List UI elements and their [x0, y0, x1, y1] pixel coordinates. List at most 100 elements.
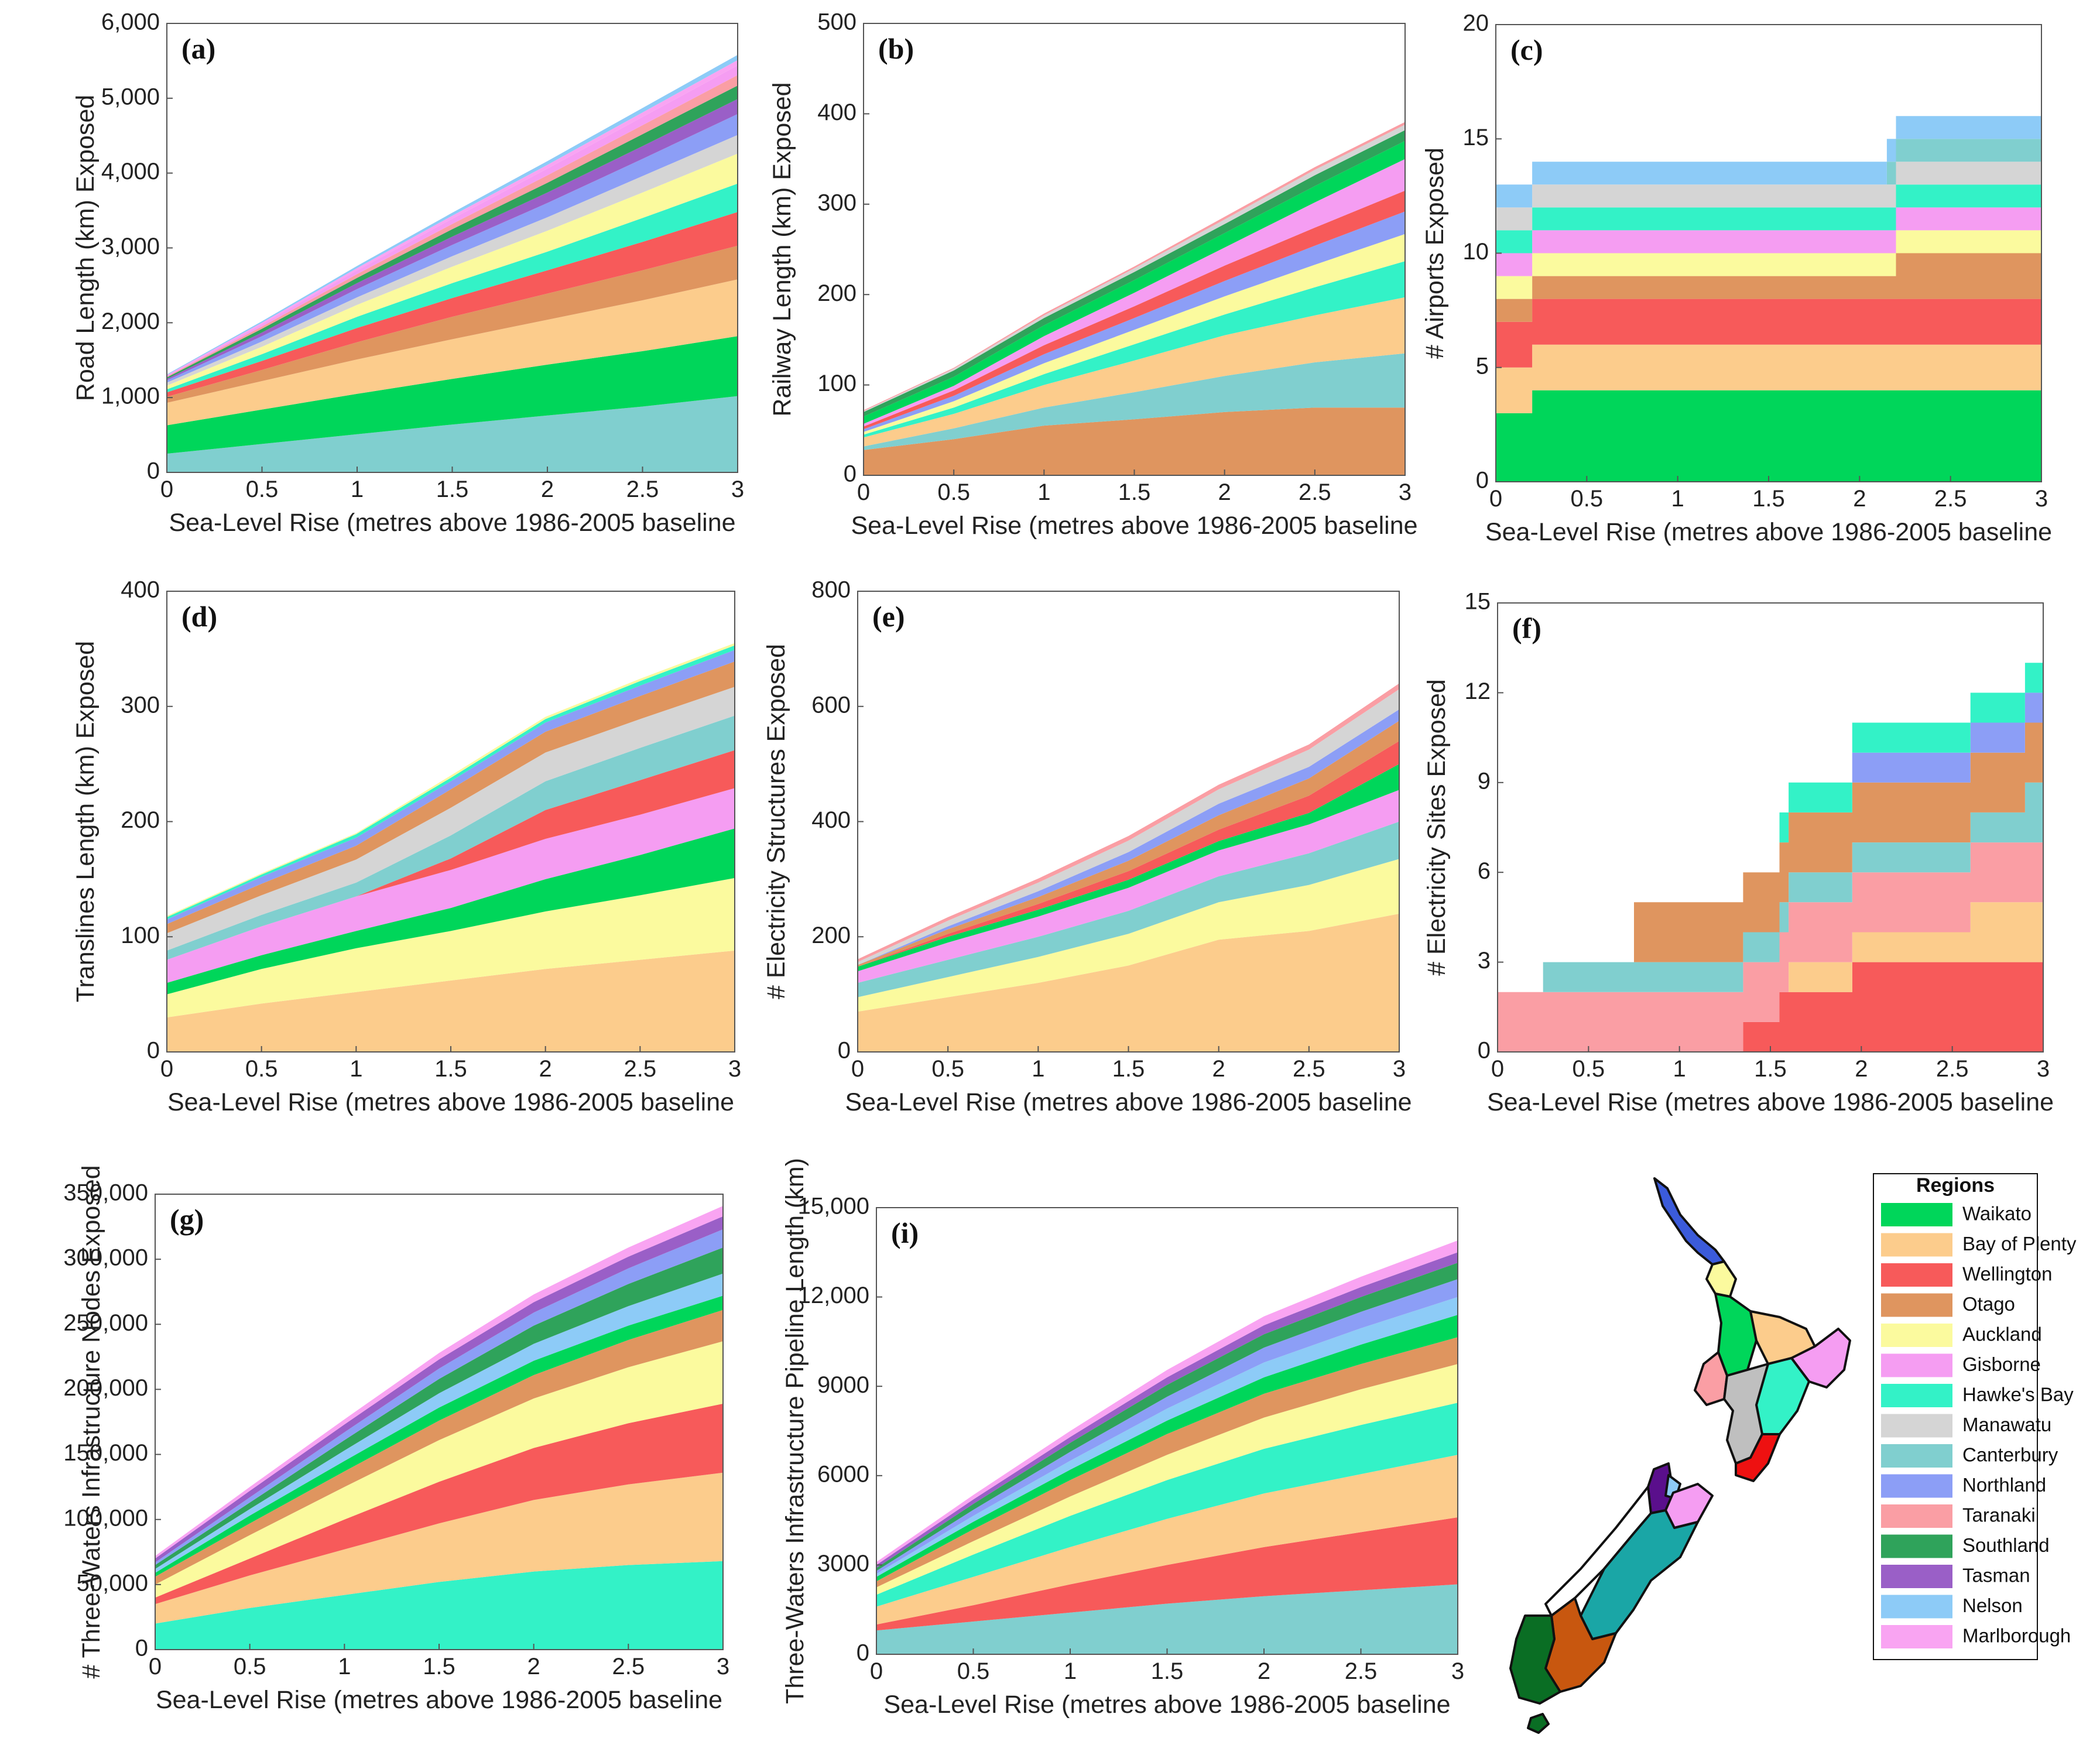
area-series-bay-of-plenty: [858, 913, 1399, 1052]
area-series-gisborne: [167, 788, 735, 983]
area-series-wellington: [1498, 962, 2043, 1052]
area-series-otago: [876, 1337, 1458, 1588]
area-series-auckland: [876, 1364, 1458, 1595]
legend-swatch: [1881, 1203, 1952, 1226]
y-tick-label: 4,000: [101, 159, 160, 184]
map-southland-region: [1509, 1614, 1561, 1705]
area-series-manawatu: [864, 124, 1405, 412]
area-series-canterbury: [1496, 139, 2041, 208]
area-series-marlborough: [167, 60, 738, 376]
area-series-tasman: [167, 99, 738, 380]
x-tick-label: 1.5: [423, 1654, 455, 1679]
y-tick-label: 10: [1463, 239, 1489, 265]
area-series-hawke-s-bay: [155, 1561, 723, 1650]
panel-label: (i): [891, 1216, 919, 1249]
x-tick-label: 2.5: [1293, 1056, 1325, 1082]
x-tick-label: 2: [1218, 479, 1231, 505]
legend-label: Southland: [1962, 1534, 2050, 1556]
area-series-canterbury: [864, 353, 1405, 450]
x-tick-label: 1.5: [1752, 486, 1785, 512]
legend-title: Regions: [1916, 1174, 1995, 1197]
chart-panel-b: 0 100 200 300 400 500 0 0.5 1 1.5 2 2.5 3 Sea-Level R…: [768, 9, 1418, 540]
area-series-otago: [1498, 722, 2043, 992]
area-series-northland: [155, 1229, 723, 1565]
x-axis-label: Sea-Level Rise (metres above 1986-2005 b…: [1485, 518, 2052, 546]
area-series-waikato: [1496, 390, 2041, 482]
y-tick-label: 0: [844, 461, 857, 487]
area-series-hawke-s-bay: [1496, 184, 2041, 253]
area-series-nelson: [876, 1297, 1458, 1577]
x-tick-label: 0.5: [1573, 1056, 1605, 1082]
panel-label: (a): [181, 32, 215, 65]
x-tick-label: 0.5: [246, 477, 279, 502]
area-series-auckland: [864, 234, 1405, 435]
x-tick-label: 3: [1393, 1056, 1406, 1082]
area-series-gisborne: [1496, 207, 2041, 276]
legend-swatch: [1881, 1565, 1952, 1588]
area-series-bay-of-plenty: [1496, 344, 2041, 413]
x-tick-label: 1.5: [1112, 1056, 1145, 1082]
legend-label: Nelson: [1962, 1595, 2023, 1616]
y-tick-label: 100: [817, 371, 857, 396]
area-series-gisborne: [858, 790, 1399, 983]
chart-panel-d: 0 100 200 300 400 0 0.5 1 1.5 2 2.5 3 Sea-Level Rise…: [71, 577, 741, 1116]
x-tick-label: 1.5: [436, 477, 469, 502]
area-series-hawke-s-bay: [1498, 663, 2043, 992]
area-series-otago: [167, 661, 735, 934]
x-tick-label: 2.5: [624, 1056, 657, 1082]
area-series-wellington: [167, 212, 738, 397]
x-axis-label: Sea-Level Rise (metres above 1986-2005 b…: [169, 509, 735, 537]
legend-swatch: [1881, 1625, 1952, 1648]
legend-swatch: [1881, 1474, 1952, 1498]
area-series-northland: [876, 1279, 1458, 1574]
y-tick-label: 3: [1478, 948, 1491, 973]
x-tick-label: 2.5: [1934, 486, 1967, 512]
area-series-bay-of-plenty: [155, 1472, 723, 1624]
legend-label: Waikato: [1962, 1203, 2032, 1225]
area-series-bay-of-plenty: [1498, 902, 2043, 1052]
legend-swatch: [1881, 1595, 1952, 1619]
legend-label: Tasman: [1962, 1565, 2030, 1586]
panel-label: (e): [872, 600, 905, 633]
chart-panel-i: 0 3000 6000 9000 12,000 15,000 0 0.5 1 1.5 2 2.5 3Se…: [781, 1158, 1464, 1719]
x-tick-label: 1: [338, 1654, 351, 1679]
legend-swatch: [1881, 1504, 1952, 1528]
area-series-canterbury: [167, 715, 735, 960]
area-series-canterbury: [167, 396, 738, 472]
y-tick-label: 100,000: [63, 1505, 148, 1531]
y-tick-label: 2,000: [101, 308, 160, 334]
y-axis-label: # Electricity Structures Exposed: [762, 644, 790, 999]
legend-swatch: [1881, 1444, 1952, 1468]
area-series-auckland: [1496, 230, 2041, 299]
area-series-wellington: [167, 750, 735, 960]
x-tick-label: 0: [160, 477, 173, 502]
area-series-nelson: [1496, 116, 2041, 208]
area-series-nelson: [167, 54, 738, 375]
y-tick-label: 9: [1478, 768, 1491, 794]
legend-swatch: [1881, 1293, 1952, 1317]
x-tick-label: 0: [851, 1056, 864, 1082]
y-tick-label: 350,000: [63, 1180, 148, 1206]
y-axis-label: Road Length (km) Exposed: [71, 95, 100, 401]
y-tick-label: 200: [811, 923, 851, 948]
y-tick-label: 500: [817, 9, 857, 35]
x-tick-label: 1: [1037, 479, 1050, 505]
y-tick-label: 300,000: [63, 1245, 148, 1271]
y-tick-label: 1,000: [101, 383, 160, 409]
y-tick-label: 0: [1478, 1038, 1491, 1064]
area-series-taranaki: [858, 683, 1399, 962]
x-tick-label: 2: [1212, 1056, 1225, 1082]
new-zealand-regions-map: [1509, 1177, 1851, 1734]
area-series-taranaki: [1498, 842, 2043, 1052]
area-series-southland: [864, 130, 1405, 417]
y-tick-label: 0: [147, 458, 160, 484]
area-series-auckland: [167, 877, 735, 1017]
y-tick-label: 300: [817, 190, 857, 215]
area-series-southland: [876, 1263, 1458, 1571]
x-tick-label: 0: [870, 1658, 883, 1684]
x-tick-label: 2: [1853, 486, 1866, 512]
area-series-bay-of-plenty: [167, 950, 735, 1052]
y-tick-label: 200,000: [63, 1375, 148, 1401]
area-series-otago: [155, 1310, 723, 1585]
